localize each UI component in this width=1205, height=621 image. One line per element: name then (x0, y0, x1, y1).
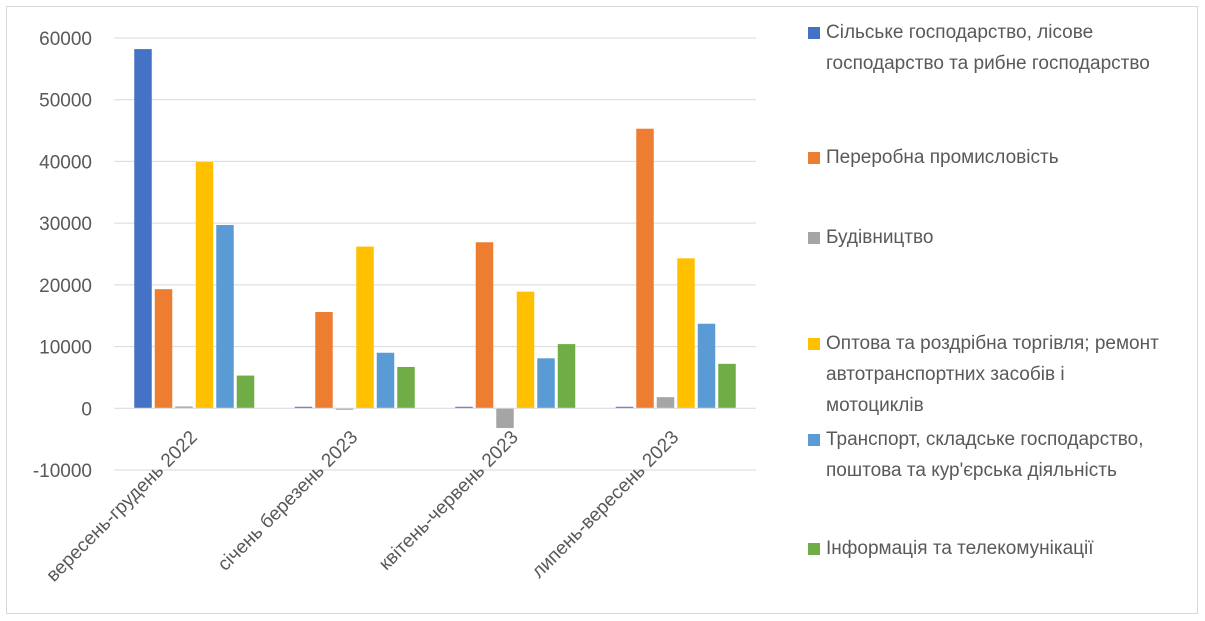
bar (335, 408, 354, 410)
y-tick-label: 0 (81, 399, 92, 420)
bar (557, 344, 576, 409)
y-tick-label: 50000 (39, 91, 92, 112)
y-axis-tick-labels: 60000 50000 40000 30000 20000 10000 0 -10000 (33, 29, 92, 482)
bar (455, 406, 473, 409)
bars (134, 49, 736, 429)
bar (356, 246, 374, 409)
bar (397, 366, 415, 409)
bar (656, 397, 675, 409)
bar (154, 289, 173, 409)
bar (496, 408, 514, 429)
legend-label-manufacturing: Переробна промисловість (826, 147, 1059, 168)
bar (516, 291, 535, 409)
y-tick-label: 10000 (39, 338, 92, 359)
y-tick-label: -10000 (33, 461, 92, 482)
bar (537, 358, 555, 409)
legend-label-trade: Оптова та роздрібна торгівля; ремонт авт… (826, 333, 1159, 416)
legend-label-agriculture: Сільське господарство, лісове господарст… (826, 22, 1150, 74)
bar (175, 406, 193, 409)
bar (697, 323, 716, 409)
legend-label-ict: Інформація та телекомунікації (826, 538, 1094, 559)
x-category-label: вересень-грудень 2022 (43, 427, 202, 586)
y-tick-label: 60000 (39, 29, 92, 50)
bar (216, 224, 234, 409)
legend-swatch-manufacturing (808, 152, 820, 164)
x-axis-category-labels: вересень-грудень 2022 січень березень 202… (43, 427, 684, 586)
legend-swatch-ict (808, 543, 820, 555)
legend-swatch-transport (808, 434, 820, 446)
legend-swatch-agriculture (808, 27, 820, 39)
bar (475, 242, 494, 409)
bar (636, 128, 654, 409)
y-tick-label: 30000 (39, 214, 92, 235)
legend-label-transport: Транспорт, складське господарство, пошто… (826, 429, 1144, 481)
legend-label-construction: Будівництво (826, 227, 934, 248)
legend-swatch-trade (808, 338, 820, 350)
bar (376, 352, 395, 409)
x-category-label: липень-вересень 2023 (528, 427, 683, 582)
y-tick-label: 40000 (39, 152, 92, 173)
y-tick-label: 20000 (39, 276, 92, 297)
bar (315, 312, 333, 409)
bar (195, 162, 214, 409)
legend: Сільське господарство, лісове господарст… (808, 0, 1198, 621)
bar (134, 49, 152, 409)
bar (718, 363, 736, 409)
legend-swatch-construction (808, 232, 820, 244)
x-category-label: січень березень 2023 (214, 427, 362, 575)
bar (677, 258, 695, 409)
bar (294, 406, 313, 409)
x-category-label: квітень-червень 2023 (375, 427, 523, 575)
bar (615, 406, 634, 409)
bar (236, 375, 255, 409)
